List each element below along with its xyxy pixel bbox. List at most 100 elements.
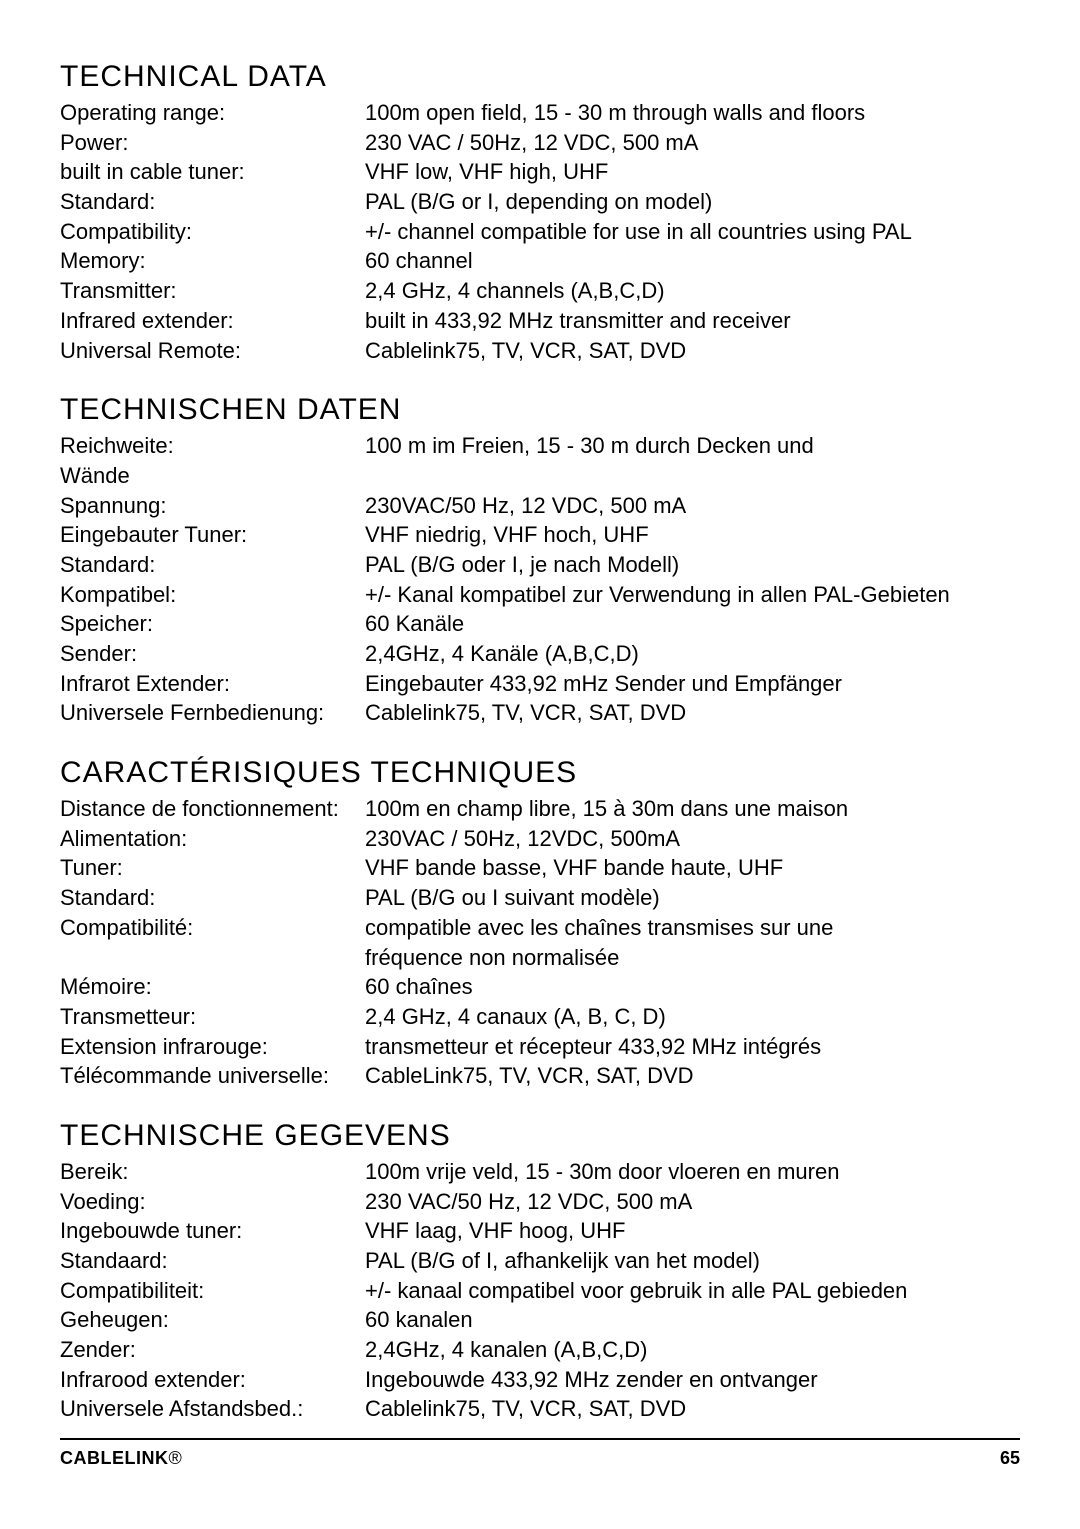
- spec-label: Power:: [60, 128, 365, 158]
- spec-row: Operating range:100m open field, 15 - 30…: [60, 98, 1020, 128]
- spec-row: Mémoire:60 chaînes: [60, 972, 1020, 1002]
- spec-label: Mémoire:: [60, 972, 365, 1002]
- spec-label: Reichweite:: [60, 431, 365, 461]
- spec-row: Infrared extender:built in 433,92 MHz tr…: [60, 306, 1020, 336]
- spec-value: CableLink75, TV, VCR, SAT, DVD: [365, 1061, 1020, 1091]
- spec-row: Kompatibel:+/- Kanal kompatibel zur Verw…: [60, 580, 1020, 610]
- spec-label: Universele Fernbedienung:: [60, 698, 365, 728]
- spec-row: Sender:2,4GHz, 4 Kanäle (A,B,C,D): [60, 639, 1020, 669]
- section-title: CARACTÉRISIQUES TECHNIQUES: [60, 756, 1020, 790]
- spec-section: TECHNICAL DATAOperating range:100m open …: [60, 60, 1020, 365]
- spec-label: Infrarood extender:: [60, 1365, 365, 1395]
- spec-row: Extension infrarouge:transmetteur et réc…: [60, 1032, 1020, 1062]
- spec-row: Wände: [60, 461, 1020, 491]
- spec-value: +/- kanaal compatibel voor gebruik in al…: [365, 1276, 1020, 1306]
- spec-label: Voeding:: [60, 1187, 365, 1217]
- spec-value: Cablelink75, TV, VCR, SAT, DVD: [365, 698, 1020, 728]
- page: TECHNICAL DATAOperating range:100m open …: [0, 0, 1080, 1529]
- spec-value: 100 m im Freien, 15 - 30 m durch Decken …: [365, 431, 1020, 461]
- spec-label: Kompatibel:: [60, 580, 365, 610]
- spec-label: Extension infrarouge:: [60, 1032, 365, 1062]
- spec-value: Ingebouwde 433,92 MHz zender en ontvange…: [365, 1365, 1020, 1395]
- spec-row: Distance de fonctionnement:100m en champ…: [60, 794, 1020, 824]
- spec-value: 230VAC/50 Hz, 12 VDC, 500 mA: [365, 491, 1020, 521]
- spec-label: built in cable tuner:: [60, 157, 365, 187]
- spec-label: Télécommande universelle:: [60, 1061, 365, 1091]
- section-title: TECHNISCHE GEGEVENS: [60, 1119, 1020, 1153]
- spec-row: Tuner:VHF bande basse, VHF bande haute, …: [60, 853, 1020, 883]
- spec-value: VHF bande basse, VHF bande haute, UHF: [365, 853, 1020, 883]
- spec-row: Télécommande universelle:CableLink75, TV…: [60, 1061, 1020, 1091]
- spec-value: [365, 461, 1020, 491]
- spec-row: built in cable tuner:VHF low, VHF high, …: [60, 157, 1020, 187]
- sections-container: TECHNICAL DATAOperating range:100m open …: [60, 60, 1020, 1424]
- spec-label: Alimentation:: [60, 824, 365, 854]
- spec-label: Operating range:: [60, 98, 365, 128]
- section-title: TECHNISCHEN DATEN: [60, 393, 1020, 427]
- footer-brand: CABLELINK®: [60, 1448, 182, 1469]
- footer-brand-text: CABLELINK: [60, 1448, 169, 1468]
- spec-value: VHF low, VHF high, UHF: [365, 157, 1020, 187]
- spec-row: Compatibilité:compatible avec les chaîne…: [60, 913, 1020, 943]
- spec-row: Zender:2,4GHz, 4 kanalen (A,B,C,D): [60, 1335, 1020, 1365]
- spec-row: Infrarood extender:Ingebouwde 433,92 MHz…: [60, 1365, 1020, 1395]
- spec-value: 100m open field, 15 - 30 m through walls…: [365, 98, 1020, 128]
- spec-value: 2,4 GHz, 4 channels (A,B,C,D): [365, 276, 1020, 306]
- spec-label: Speicher:: [60, 609, 365, 639]
- spec-value: 230VAC / 50Hz, 12VDC, 500mA: [365, 824, 1020, 854]
- spec-value: 2,4GHz, 4 Kanäle (A,B,C,D): [365, 639, 1020, 669]
- spec-label: Zender:: [60, 1335, 365, 1365]
- spec-row: Alimentation:230VAC / 50Hz, 12VDC, 500mA: [60, 824, 1020, 854]
- spec-value: 60 channel: [365, 246, 1020, 276]
- spec-label: Standard:: [60, 187, 365, 217]
- spec-label: [60, 943, 365, 973]
- spec-value: compatible avec les chaînes transmises s…: [365, 913, 1020, 943]
- spec-row: Standard:PAL (B/G or I, depending on mod…: [60, 187, 1020, 217]
- spec-row: Compatibility:+/- channel compatible for…: [60, 217, 1020, 247]
- spec-label: Distance de fonctionnement:: [60, 794, 365, 824]
- spec-row: fréquence non normalisée: [60, 943, 1020, 973]
- spec-row: Standard:PAL (B/G oder I, je nach Modell…: [60, 550, 1020, 580]
- spec-label: Eingebauter Tuner:: [60, 520, 365, 550]
- spec-row: Reichweite:100 m im Freien, 15 - 30 m du…: [60, 431, 1020, 461]
- spec-row: Compatibiliteit:+/- kanaal compatibel vo…: [60, 1276, 1020, 1306]
- spec-label: Standaard:: [60, 1246, 365, 1276]
- spec-label: Tuner:: [60, 853, 365, 883]
- spec-value: 60 kanalen: [365, 1305, 1020, 1335]
- spec-row: Transmetteur:2,4 GHz, 4 canaux (A, B, C,…: [60, 1002, 1020, 1032]
- spec-label: Compatibility:: [60, 217, 365, 247]
- spec-label: Compatibiliteit:: [60, 1276, 365, 1306]
- spec-value: VHF laag, VHF hoog, UHF: [365, 1216, 1020, 1246]
- spec-label: Memory:: [60, 246, 365, 276]
- spec-row: Memory:60 channel: [60, 246, 1020, 276]
- spec-value: 100m vrije veld, 15 - 30m door vloeren e…: [365, 1157, 1020, 1187]
- spec-row: Transmitter:2,4 GHz, 4 channels (A,B,C,D…: [60, 276, 1020, 306]
- spec-value: 60 chaînes: [365, 972, 1020, 1002]
- spec-label: Infrarot Extender:: [60, 669, 365, 699]
- spec-row: Speicher:60 Kanäle: [60, 609, 1020, 639]
- spec-value: built in 433,92 MHz transmitter and rece…: [365, 306, 1020, 336]
- spec-label: Universal Remote:: [60, 336, 365, 366]
- spec-value: 2,4 GHz, 4 canaux (A, B, C, D): [365, 1002, 1020, 1032]
- spec-row: Standard:PAL (B/G ou I suivant modèle): [60, 883, 1020, 913]
- spec-value: +/- channel compatible for use in all co…: [365, 217, 1020, 247]
- spec-row: Geheugen:60 kanalen: [60, 1305, 1020, 1335]
- spec-label: Transmetteur:: [60, 1002, 365, 1032]
- footer-page-number: 65: [1000, 1448, 1020, 1469]
- spec-section: TECHNISCHE GEGEVENSBereik:100m vrije vel…: [60, 1119, 1020, 1424]
- spec-value: PAL (B/G oder I, je nach Modell): [365, 550, 1020, 580]
- spec-label: Standard:: [60, 550, 365, 580]
- spec-value: PAL (B/G of I, afhankelijk van het model…: [365, 1246, 1020, 1276]
- spec-row: Universele Afstandsbed.:Cablelink75, TV,…: [60, 1394, 1020, 1424]
- spec-label: Geheugen:: [60, 1305, 365, 1335]
- spec-label: Transmitter:: [60, 276, 365, 306]
- spec-label: Universele Afstandsbed.:: [60, 1394, 365, 1424]
- spec-row: Ingebouwde tuner:VHF laag, VHF hoog, UHF: [60, 1216, 1020, 1246]
- spec-row: Eingebauter Tuner:VHF niedrig, VHF hoch,…: [60, 520, 1020, 550]
- spec-value: 2,4GHz, 4 kanalen (A,B,C,D): [365, 1335, 1020, 1365]
- spec-value: Cablelink75, TV, VCR, SAT, DVD: [365, 1394, 1020, 1424]
- spec-label: Compatibilité:: [60, 913, 365, 943]
- spec-value: 100m en champ libre, 15 à 30m dans une m…: [365, 794, 1020, 824]
- spec-row: Infrarot Extender:Eingebauter 433,92 mHz…: [60, 669, 1020, 699]
- spec-value: 230 VAC / 50Hz, 12 VDC, 500 mA: [365, 128, 1020, 158]
